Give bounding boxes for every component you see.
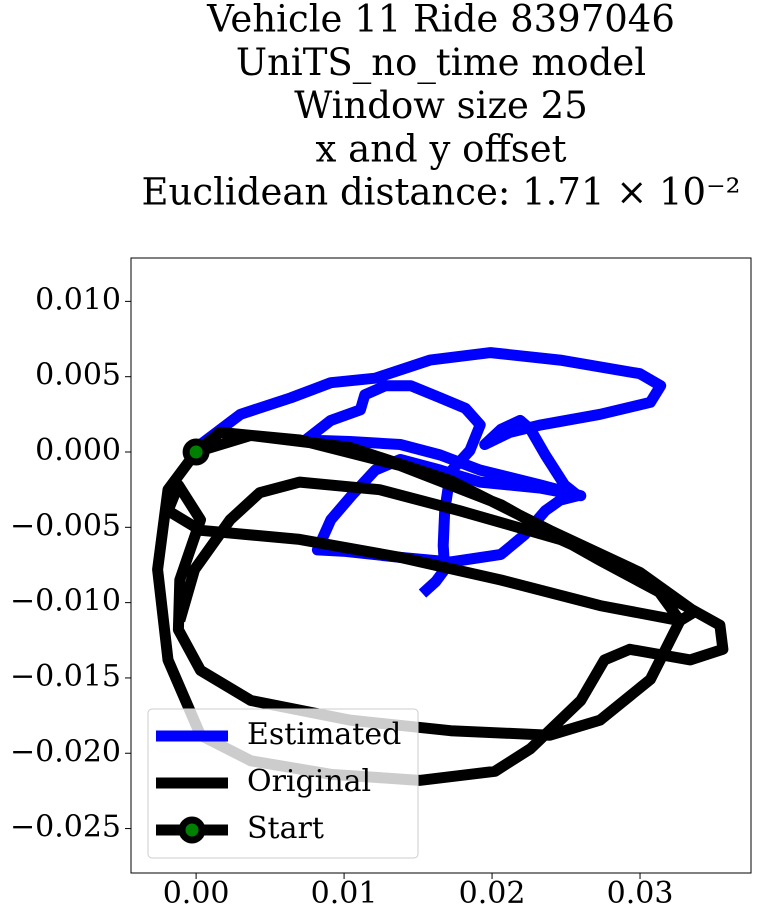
title-line: Vehicle 11 Ride 8397046 [206, 0, 675, 41]
title-line: x and y offset [316, 127, 567, 170]
x-tick-label: 0.03 [607, 876, 674, 911]
start-marker [182, 438, 210, 466]
legend: Estimated Original Start [147, 708, 419, 859]
x-tick-label: 0.00 [163, 876, 230, 911]
title-line: Euclidean distance: 1.71 × 10⁻² [142, 171, 741, 214]
x-tick-label: 0.02 [459, 876, 526, 911]
legend-label: Estimated [247, 717, 401, 752]
y-tick-label: −0.005 [10, 508, 121, 543]
y-tick-label: 0.000 [35, 433, 121, 468]
y-tick-label: −0.020 [10, 734, 121, 769]
y-tick-label: 0.005 [35, 358, 121, 393]
y-tick-label: −0.010 [10, 584, 121, 619]
y-tick-label: 0.010 [35, 282, 121, 317]
legend-label: Original [247, 764, 371, 799]
plot-frame [130, 257, 752, 874]
series-line [152, 426, 729, 786]
y-tick-label: −0.025 [10, 810, 121, 845]
y-tick-label: −0.015 [10, 659, 121, 694]
x-tick-label: 0.01 [311, 876, 378, 911]
title-line: UniTS_no_time model [236, 41, 646, 85]
legend-marker [178, 816, 206, 844]
series-line [197, 347, 667, 598]
legend-box [147, 708, 419, 859]
title-line: Window size 25 [294, 84, 588, 127]
legend-label: Start [247, 811, 324, 846]
